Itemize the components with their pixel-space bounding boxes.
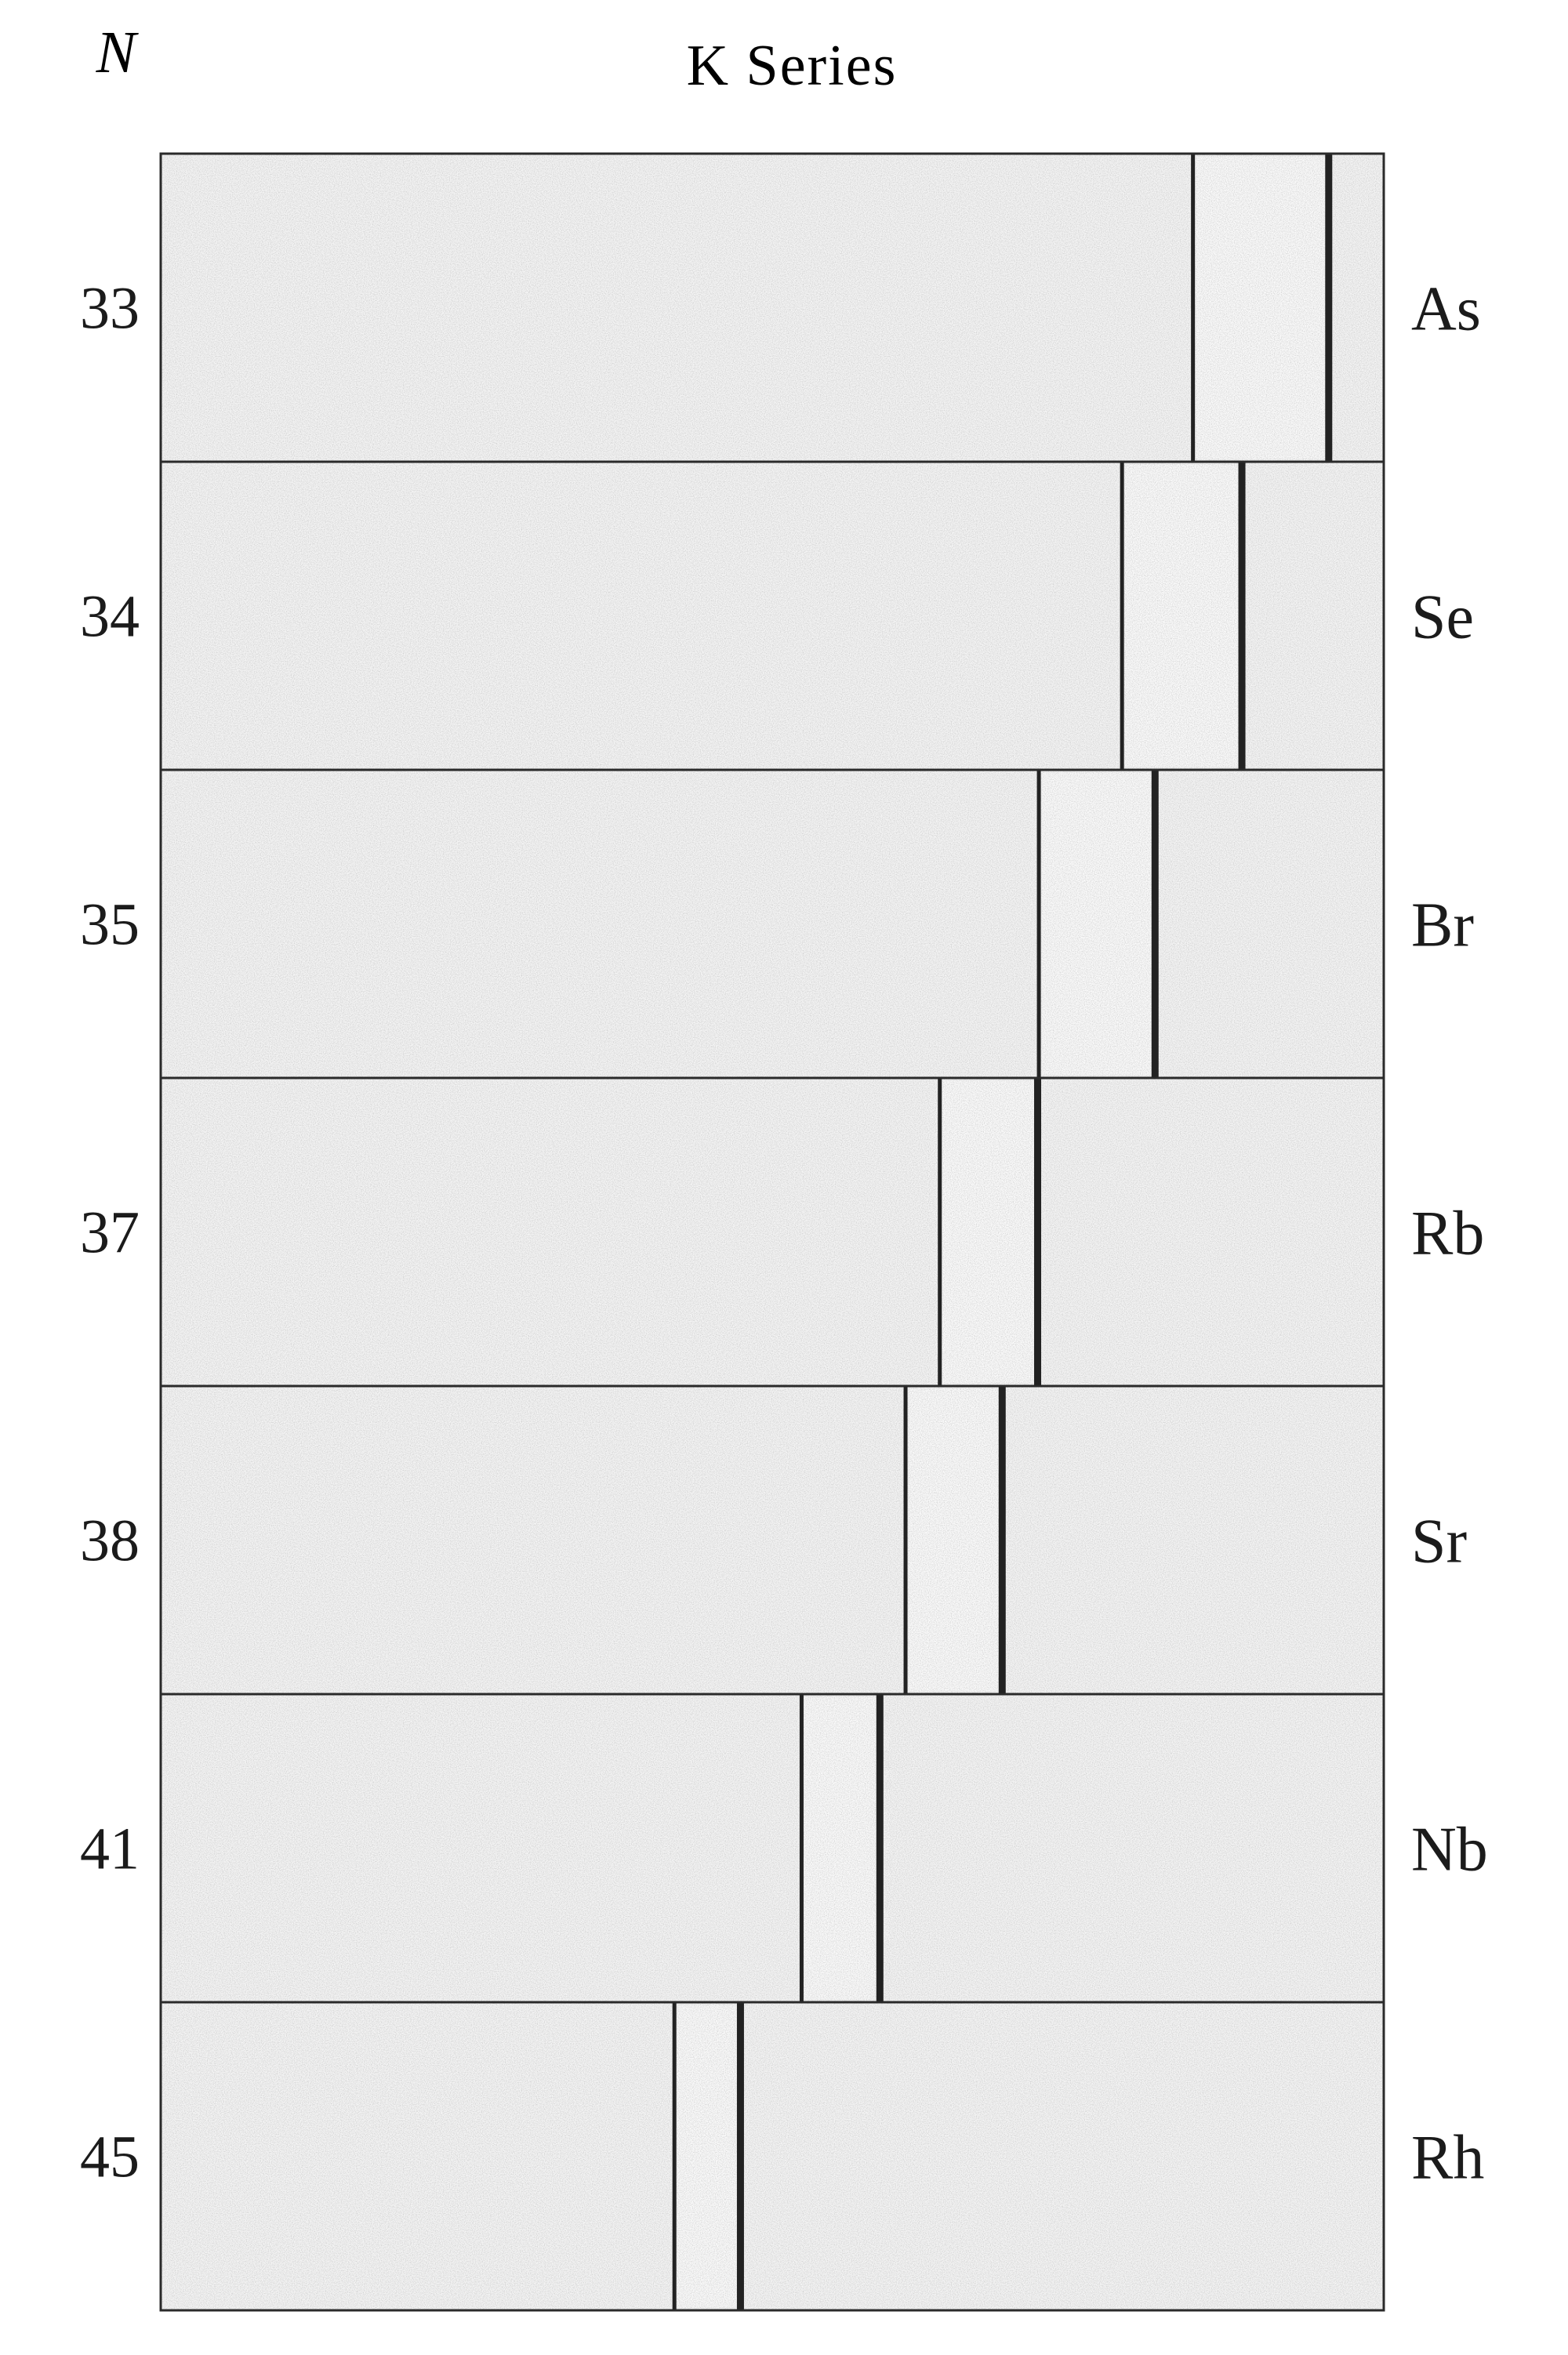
- strip-labels: 33 As 34 Se 35 Br 37 Rb 38 Sr 41 Nb 45 Rh: [80, 275, 1488, 2193]
- atomic-number-label: 37: [80, 1200, 140, 1266]
- atomic-number-label: 45: [80, 2125, 140, 2190]
- atomic-number-label: 33: [80, 276, 140, 342]
- atomic-number-label: 38: [80, 1508, 140, 1574]
- atomic-number-column-header: N: [96, 20, 140, 85]
- element-symbol-label: Rh: [1411, 2124, 1484, 2193]
- spectra-plate: [159, 152, 1385, 2312]
- atomic-number-label: 34: [80, 584, 140, 650]
- strip-dividers: [161, 460, 1384, 2004]
- element-symbol-label: Nb: [1411, 1816, 1488, 1885]
- element-symbol-label: Sr: [1411, 1508, 1467, 1577]
- photographic-grain: [161, 154, 1384, 2310]
- grain-texture: [161, 154, 1384, 2310]
- plate-border: [159, 152, 1385, 2312]
- emission-lines: [672, 154, 1333, 2310]
- element-symbol-label: As: [1411, 275, 1481, 344]
- element-symbol-label: Br: [1411, 891, 1474, 960]
- figure-title: K Series: [687, 34, 898, 98]
- element-symbol-label: Rb: [1411, 1199, 1484, 1268]
- element-symbol-label: Se: [1411, 583, 1474, 652]
- atomic-number-label: 35: [80, 892, 140, 958]
- atomic-number-label: 41: [80, 1816, 140, 1882]
